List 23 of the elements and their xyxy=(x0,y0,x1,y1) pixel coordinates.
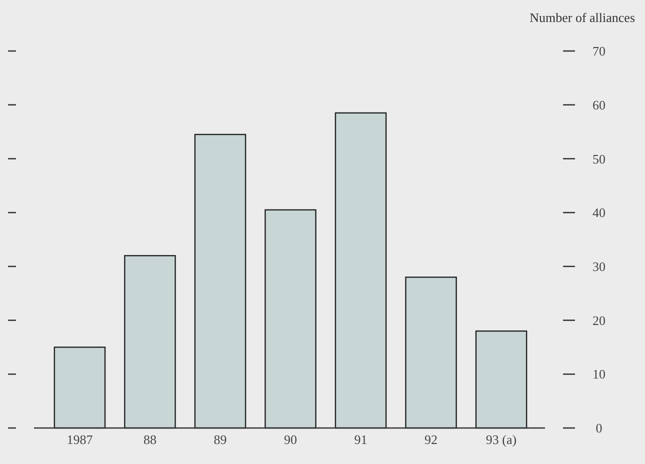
y-tick-label: 60 xyxy=(592,97,606,112)
y-axis-title: Number of alliances xyxy=(530,10,635,25)
y-tick-label: 10 xyxy=(592,366,606,382)
x-tick-label: 93 (a) xyxy=(486,432,517,447)
bar xyxy=(475,330,528,429)
bar xyxy=(124,255,176,429)
bar xyxy=(405,276,457,429)
x-tick-label: 91 xyxy=(354,432,368,447)
y-tick-label: 40 xyxy=(592,205,606,220)
bar xyxy=(334,112,387,429)
y-tick-label: 50 xyxy=(592,151,606,166)
y-tick-label: 30 xyxy=(592,258,606,274)
y-tick-label: 20 xyxy=(592,312,606,328)
x-tick-label: 88 xyxy=(143,432,156,447)
x-tick-label: 92 xyxy=(424,432,438,447)
x-tick-label: 89 xyxy=(214,432,227,447)
bar xyxy=(54,346,106,429)
y-tick-label: 70 xyxy=(592,44,606,59)
y-tick-label: 0 xyxy=(596,420,602,436)
bar xyxy=(194,134,246,429)
x-tick-label: 90 xyxy=(284,432,297,447)
bar xyxy=(264,209,316,429)
x-tick-label: 1987 xyxy=(66,432,94,447)
